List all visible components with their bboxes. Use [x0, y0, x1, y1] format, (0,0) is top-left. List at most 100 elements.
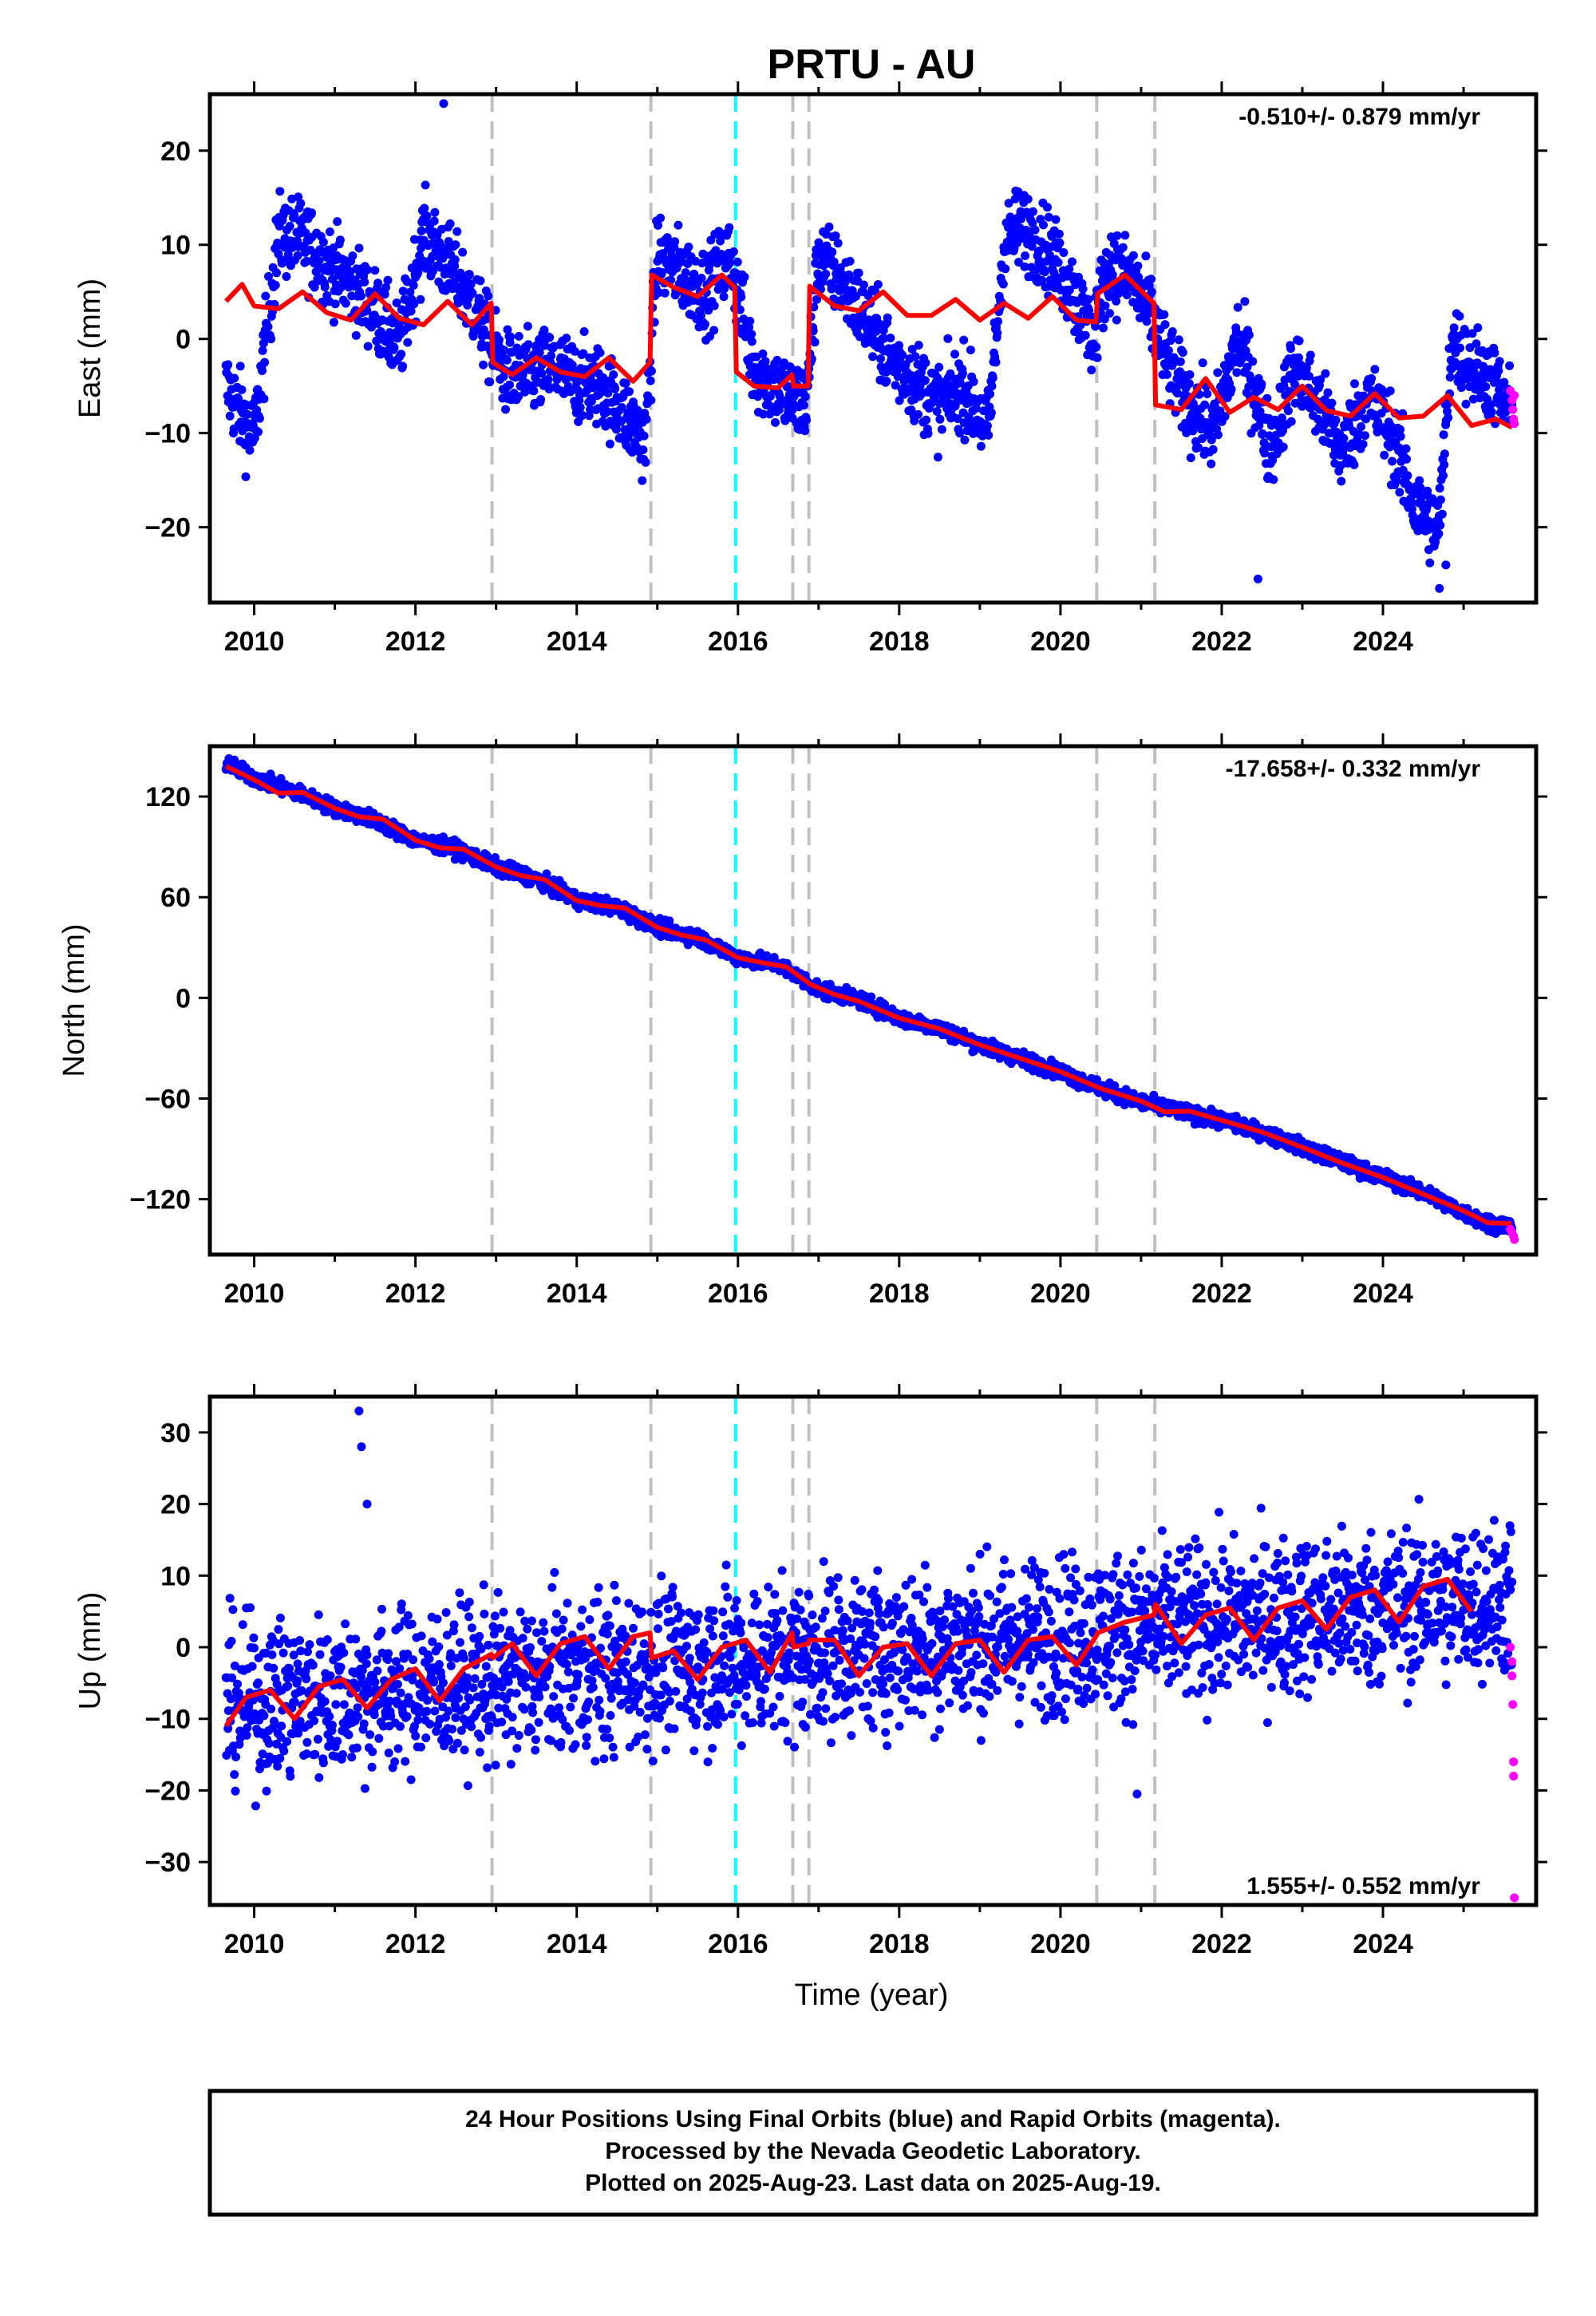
final-orbit-point	[495, 335, 504, 345]
final-orbit-point	[620, 425, 630, 434]
final-orbit-point	[567, 360, 577, 370]
final-orbit-point	[881, 367, 891, 377]
final-orbit-point	[275, 187, 285, 196]
rapid-orbit-point	[1510, 419, 1519, 429]
final-orbit-point	[988, 373, 998, 382]
final-orbit-point	[882, 377, 891, 386]
final-orbit-point	[1213, 368, 1223, 377]
final-orbit-point	[1437, 509, 1447, 519]
final-orbit-point	[1487, 407, 1496, 417]
final-orbit-point	[1186, 453, 1195, 463]
final-orbit-point	[982, 421, 992, 430]
final-orbit-point	[398, 362, 408, 371]
final-orbit-point	[1163, 370, 1171, 379]
final-orbit-point	[1073, 298, 1082, 307]
final-orbit-point	[1092, 342, 1101, 352]
final-orbit-point	[501, 405, 510, 414]
final-orbit-point	[545, 333, 555, 342]
final-orbit-point	[623, 433, 633, 442]
final-orbit-point	[891, 381, 900, 390]
x-tick-label: 2018	[869, 626, 930, 657]
final-orbit-point	[1023, 195, 1033, 204]
final-orbit-point	[540, 341, 549, 350]
final-orbit-point	[1358, 440, 1368, 449]
final-orbit-point	[969, 377, 978, 386]
panel-north: 2010 2012 2014 2016 2018 2020 2022 2024−120−600…	[57, 733, 1547, 1309]
final-orbit-point	[1118, 243, 1128, 252]
velocity-label: -0.510+/- 0.879 mm/yr	[1238, 104, 1480, 130]
final-orbit-point	[603, 389, 613, 398]
final-orbit-point	[1385, 386, 1395, 396]
final-orbit-point	[1029, 207, 1037, 216]
final-orbit-point	[436, 263, 445, 272]
final-orbit-point	[1321, 369, 1330, 378]
final-orbit-point	[1071, 280, 1080, 290]
final-orbit-point	[719, 292, 729, 302]
final-orbit-point	[1065, 264, 1074, 274]
final-orbit-point	[1434, 529, 1444, 539]
x-tick-label: 2022	[1191, 626, 1252, 657]
final-orbit-point	[895, 341, 903, 350]
final-orbit-point	[625, 387, 634, 397]
final-orbit-point	[1200, 400, 1210, 409]
final-orbit-point	[1286, 417, 1296, 426]
final-orbit-point	[1105, 309, 1115, 318]
final-orbit-point	[654, 220, 662, 230]
final-orbit-point	[1233, 302, 1242, 312]
final-orbit-point	[296, 199, 306, 208]
final-orbit-point	[646, 396, 656, 405]
final-orbit-point	[1439, 471, 1448, 480]
final-orbit-point	[937, 425, 946, 434]
final-orbit-point	[354, 243, 364, 253]
final-orbit-point	[1084, 306, 1094, 315]
final-orbit-point	[535, 348, 544, 358]
final-orbit-point	[1268, 456, 1278, 465]
final-orbit-point	[1227, 385, 1236, 394]
final-orbit-point	[960, 435, 970, 445]
final-orbit-point	[1240, 297, 1250, 306]
final-orbit-point	[1099, 323, 1108, 333]
final-orbit-point	[1163, 346, 1173, 355]
x-tick-label: 2014	[547, 626, 607, 657]
final-orbit-point	[1269, 475, 1278, 484]
final-orbit-point	[283, 250, 293, 259]
final-orbit-point	[737, 292, 746, 302]
final-orbit-point	[1178, 348, 1187, 358]
final-orbit-point	[290, 211, 299, 220]
final-orbit-point	[450, 261, 460, 271]
final-orbit-point	[1505, 361, 1515, 370]
final-orbit-outlier	[1435, 583, 1444, 593]
final-orbit-point	[578, 410, 587, 420]
final-orbit-point	[264, 271, 273, 281]
final-orbit-point	[1361, 414, 1371, 424]
x-tick-label: 2016	[708, 626, 768, 657]
final-orbit-point	[895, 396, 904, 405]
final-orbit-point	[1472, 339, 1481, 349]
final-orbit-point	[484, 291, 493, 301]
final-orbit-point	[1120, 231, 1130, 240]
final-orbit-point	[422, 211, 432, 220]
final-orbit-point	[1207, 459, 1216, 468]
final-orbit-point	[966, 346, 975, 354]
x-tick-label: 2012	[385, 626, 446, 657]
panel-frame	[207, 92, 1539, 605]
final-orbit-point	[230, 373, 239, 383]
final-orbit-point	[1401, 444, 1411, 453]
final-orbit-point	[575, 403, 585, 413]
final-orbit-point	[733, 257, 742, 267]
final-orbit-point	[223, 360, 233, 370]
final-orbit-point	[536, 395, 546, 404]
final-orbit-point	[417, 243, 425, 253]
final-orbit-point	[1425, 558, 1435, 567]
final-orbit-point	[831, 231, 840, 240]
final-orbit-point	[464, 270, 474, 279]
final-orbit-point	[898, 350, 907, 360]
final-orbit-point	[579, 349, 588, 358]
final-orbit-point	[845, 256, 855, 266]
final-orbit-point	[1054, 229, 1064, 239]
x-tick-label: 2024	[1353, 626, 1413, 657]
final-orbit-point	[260, 358, 270, 367]
final-orbit-point	[307, 208, 316, 218]
final-orbit-point	[824, 222, 834, 231]
final-orbit-point	[506, 332, 516, 342]
